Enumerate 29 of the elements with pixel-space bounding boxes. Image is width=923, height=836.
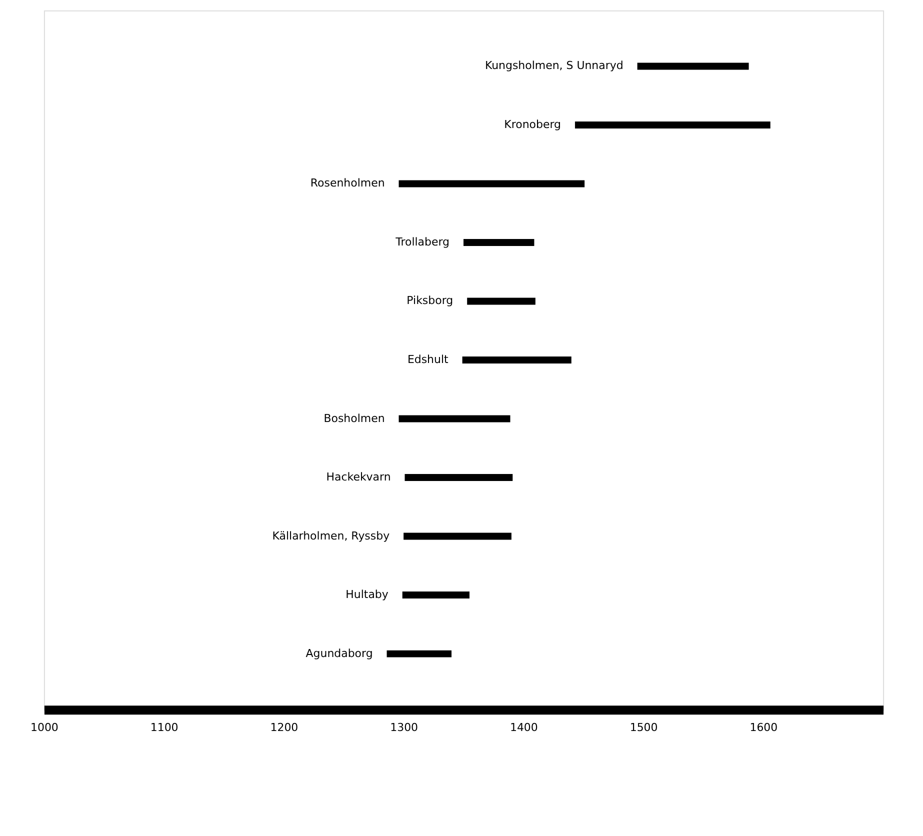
x-tick-label: 1100	[150, 721, 178, 734]
x-tick-label: 1300	[390, 721, 418, 734]
x-tick-label: 1400	[510, 721, 538, 734]
y-tick-label: Bosholmen	[324, 412, 385, 425]
bar	[404, 532, 512, 540]
y-tick-label: Piksborg	[406, 294, 454, 308]
y-tick-label: Agundaborg	[306, 646, 373, 660]
bar	[467, 298, 536, 305]
x-tick-label: 1000	[30, 721, 58, 734]
x-tick-label: 1600	[750, 721, 778, 734]
y-tick-label: Edshult	[407, 353, 449, 366]
bar	[574, 121, 770, 128]
bar	[462, 356, 572, 364]
y-tick-label: Källarholmen, Ryssby	[272, 529, 390, 542]
y-tick-label: Hackekvarn	[326, 470, 391, 484]
bar	[464, 238, 534, 246]
bar	[637, 62, 749, 70]
bar	[398, 180, 585, 188]
y-tick-label: Rosenholmen	[310, 176, 385, 190]
y-tick-label: Kronoberg	[504, 118, 561, 131]
bar	[398, 415, 510, 422]
bar	[386, 650, 452, 658]
x-tick-label: 1200	[270, 721, 298, 734]
bar	[404, 474, 513, 482]
y-tick-label: Trollaberg	[394, 235, 450, 248]
x-tick-label: 1500	[630, 721, 658, 734]
y-tick-label: Hultaby	[346, 588, 389, 602]
bar	[402, 592, 470, 599]
y-tick-label: Kungsholmen, S Unnaryd	[484, 59, 624, 72]
